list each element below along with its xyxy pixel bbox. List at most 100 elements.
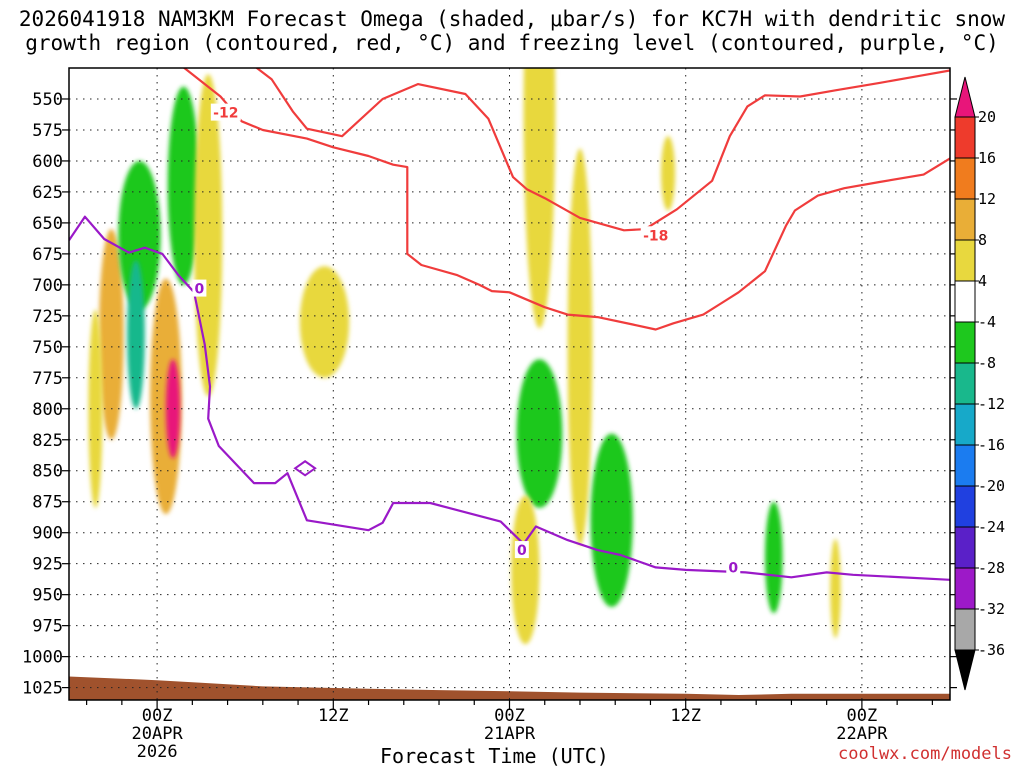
dgz-contour-line [255, 68, 950, 232]
y-axis-ticks: 550 575 600 625 650 675 700 725 750 775 800 825 850 8… [22, 90, 957, 699]
omega-cell [516, 359, 563, 508]
colorbar-segment [954, 280, 976, 323]
y-tick-label: 675 [32, 245, 63, 265]
colorbar-label: 20 [978, 108, 996, 126]
omega-cell [118, 160, 161, 310]
freezing-level-label: 0 [517, 543, 527, 559]
y-tick-label: 850 [32, 462, 63, 482]
y-tick-label: 900 [32, 524, 63, 544]
omega-cell [88, 309, 103, 508]
freezing-label-bg [192, 279, 207, 297]
y-tick-label: 1025 [22, 679, 63, 699]
dgz-label-bg [210, 103, 241, 121]
omega-cell [165, 359, 181, 459]
colorbar-segment [954, 403, 976, 446]
omega-cell [567, 148, 593, 546]
colorbar-segment [954, 444, 976, 487]
freezing-level-contour [69, 215, 950, 581]
freezing-label-bg [726, 558, 741, 576]
chart-title-line1: 2026041918 NAM3KM Forecast Omega (shaded… [18, 7, 1006, 31]
colorbar-label: -8 [978, 354, 996, 372]
y-tick-label: 975 [32, 617, 63, 637]
y-tick-label: 825 [32, 431, 63, 451]
colorbar-label: -36 [978, 641, 1005, 659]
x-tick-label: 12Z [670, 706, 701, 726]
omega-cell [590, 433, 633, 608]
x-tick-label: 20APR [132, 724, 184, 744]
terrain-ground [69, 676, 950, 700]
freezing-level-label: 0 [195, 282, 205, 298]
omega-cell [194, 74, 223, 397]
colorbar-segment [954, 157, 976, 200]
omega-cell [299, 266, 350, 378]
colorbar-label: -28 [978, 559, 1005, 577]
terrain-layer [69, 676, 950, 700]
omega-cell [523, 68, 556, 329]
dgz-contour-label: -12 [213, 106, 238, 122]
y-tick-label: 950 [32, 586, 63, 606]
omega-cell [167, 86, 200, 285]
dgz-contours [182, 68, 950, 331]
omega-cell [661, 136, 676, 211]
colorbar-label: -20 [978, 477, 1005, 495]
colorbar-segment [954, 362, 976, 405]
y-tick-label: 600 [32, 152, 63, 172]
colorbar-label: -4 [978, 313, 996, 331]
colorbar-bottom-arrow [954, 649, 976, 691]
dgz-label-bg [640, 226, 671, 244]
y-tick-label: 575 [32, 121, 63, 141]
freezing-label-bg [514, 541, 529, 559]
colorbar-label: -16 [978, 436, 1005, 454]
freezing-level-closed-contour [293, 460, 317, 477]
y-tick-label: 925 [32, 555, 63, 575]
omega-cell [511, 495, 540, 645]
x-tick-label: 21APR [484, 724, 536, 744]
y-tick-label: 550 [32, 90, 63, 110]
omega-cell [830, 538, 841, 639]
dgz-contour-line [182, 68, 950, 331]
grid-lines [69, 68, 950, 700]
freezing-level-line [69, 215, 950, 581]
colorbar-label: 16 [978, 149, 996, 167]
colorbar-label: -24 [978, 518, 1005, 536]
y-tick-label: 775 [32, 369, 63, 389]
colorbar-segment [954, 239, 976, 282]
chart-title-line2: growth region (contoured, red, °C) and f… [25, 31, 999, 55]
colorbar-segment [954, 321, 976, 364]
y-tick-label: 700 [32, 276, 63, 296]
omega-cell [127, 260, 145, 409]
colorbar-segment [954, 485, 976, 528]
omega-cell [764, 501, 783, 614]
y-tick-label: 1000 [22, 648, 63, 668]
omega-cell [98, 229, 124, 440]
x-tick-label: 00Z [847, 706, 878, 726]
contour-labels: -12 -18 0 0 0 [192, 103, 741, 576]
y-tick-label: 725 [32, 307, 63, 327]
colorbar-segment [954, 116, 976, 159]
colorbar-label: 8 [978, 231, 987, 249]
colorbar-segment [954, 198, 976, 241]
x-tick-label: 22APR [836, 724, 888, 744]
y-tick-label: 750 [32, 338, 63, 358]
x-axis-label: Forecast Time (UTC) [380, 744, 609, 768]
x-tick-label: 00Z [142, 706, 173, 726]
colorbar-label: -32 [978, 600, 1005, 618]
x-tick-label: 00Z [494, 706, 525, 726]
source-credit[interactable]: coolwx.com/models [838, 744, 1012, 764]
colorbar-label: 4 [978, 272, 987, 290]
colorbar-segment [954, 608, 976, 651]
y-tick-label: 800 [32, 400, 63, 420]
x-tick-label: 2026 [137, 742, 178, 762]
colorbar-top-arrow [954, 76, 976, 118]
colorbar: 20 16 12 8 4 -4 -8 -12 -16 -20 -24 -28 -32 -36 [954, 76, 1005, 691]
x-tick-label: 12Z [318, 706, 349, 726]
colorbar-label: 12 [978, 190, 996, 208]
dgz-contour-label: -18 [643, 228, 668, 244]
y-tick-label: 875 [32, 493, 63, 513]
freezing-level-label: 0 [728, 560, 738, 576]
colorbar-label: -12 [978, 395, 1005, 413]
y-tick-label: 625 [32, 183, 63, 203]
colorbar-segment [954, 567, 976, 610]
